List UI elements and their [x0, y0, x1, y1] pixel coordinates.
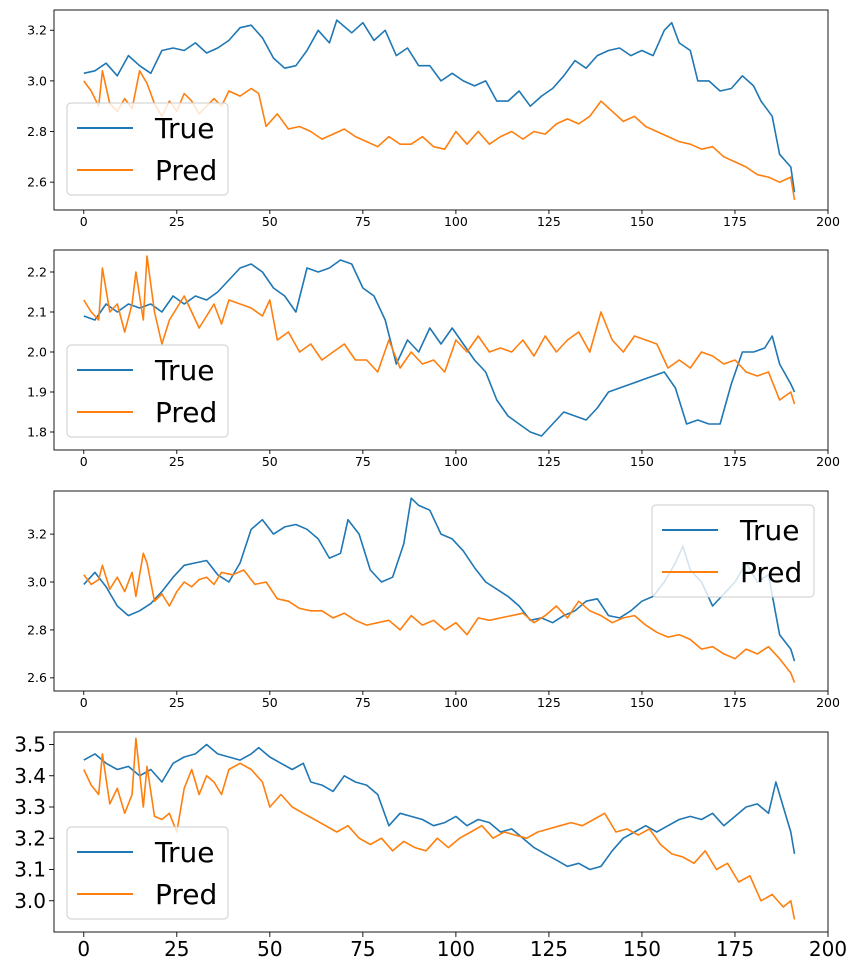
legend: True Pred	[66, 102, 229, 196]
x-tick-label: 150	[630, 454, 654, 469]
x-tick-label: 175	[723, 214, 747, 229]
x-tick-label: 50	[262, 214, 278, 229]
series-line-pred	[83, 255, 796, 405]
y-tick-label: 1.8	[27, 424, 47, 439]
x-tick-label: 150	[630, 695, 654, 710]
x-tick-label: 125	[530, 937, 568, 961]
x-tick-label: 200	[816, 214, 840, 229]
legend-label-true: True	[154, 836, 214, 869]
chart-panel-2: 0 25 50 75 100 125 150 175 200 1.8 1.9 2.0 2.1 2.2 Tru…	[27, 249, 840, 469]
y-tick-label: 3.5	[14, 733, 46, 757]
plot-frame	[53, 249, 829, 451]
y-tick-label: 2.8	[27, 622, 47, 637]
y-tick-label: 2.6	[27, 175, 47, 190]
x-tick-label: 0	[77, 937, 90, 961]
y-tick-label: 2.8	[27, 124, 47, 139]
x-tick-label: 200	[816, 695, 840, 710]
x-tick-label: 100	[444, 214, 468, 229]
y-tick-label: 3.1	[14, 858, 46, 882]
series-line-pred	[83, 552, 796, 683]
series-line-true	[83, 259, 796, 437]
x-tick-label: 100	[444, 695, 468, 710]
legend: True Pred	[651, 504, 815, 598]
y-tick-label: 3.4	[14, 764, 46, 788]
x-tick-label: 75	[350, 937, 375, 961]
x-tick-label: 25	[169, 695, 185, 710]
y-tick-label: 2.6	[27, 670, 47, 685]
x-tick-label: 175	[716, 937, 754, 961]
legend: True Pred	[66, 826, 229, 920]
x-tick-label: 75	[355, 454, 371, 469]
legend-label-true: True	[739, 514, 799, 547]
x-tick-label: 50	[262, 695, 278, 710]
y-tick-label: 3.2	[27, 526, 47, 541]
y-tick-label: 3.0	[27, 574, 47, 589]
x-tick-label: 200	[816, 454, 840, 469]
legend-label-pred: Pred	[155, 878, 217, 911]
legend-label-true: True	[154, 354, 214, 387]
x-tick-label: 75	[355, 695, 371, 710]
x-tick-label: 125	[537, 695, 561, 710]
x-tick-label: 25	[169, 214, 185, 229]
chart-panel-1: 0 25 50 75 100 125 150 175 200 2.6 2.8 3.0 3.2 True Pr…	[27, 9, 840, 229]
legend-label-pred: Pred	[155, 154, 217, 187]
x-tick-label: 50	[262, 454, 278, 469]
x-tick-label: 125	[537, 454, 561, 469]
x-tick-label: 25	[169, 454, 185, 469]
x-tick-label: 150	[623, 937, 661, 961]
series-line-true	[83, 19, 796, 193]
legend-box	[66, 344, 229, 438]
legend-box	[651, 504, 815, 598]
x-tick-label: 175	[723, 454, 747, 469]
y-tick-label: 2.1	[27, 304, 47, 319]
x-tick-label: 125	[537, 214, 561, 229]
x-tick-label: 150	[630, 214, 654, 229]
chart-panel-3: 0 25 50 75 100 125 150 175 200 2.6 2.8 3.0 3.2 True Pr…	[27, 490, 840, 710]
legend: True Pred	[66, 344, 229, 438]
y-tick-label: 3.3	[14, 795, 46, 819]
x-tick-label: 50	[257, 937, 282, 961]
x-tick-label: 200	[809, 937, 847, 961]
y-tick-label: 3.0	[27, 73, 47, 88]
x-tick-label: 0	[80, 695, 88, 710]
x-tick-label: 175	[723, 695, 747, 710]
series-line-pred	[83, 737, 796, 920]
plot-frame	[53, 731, 829, 933]
plot-frame	[53, 9, 829, 211]
x-tick-label: 0	[80, 214, 88, 229]
plot-frame	[53, 490, 829, 692]
series-line-true	[83, 743, 796, 871]
legend-box	[66, 826, 229, 920]
y-tick-label: 1.9	[27, 384, 47, 399]
legend-box	[66, 102, 229, 196]
y-tick-label: 3.2	[27, 23, 47, 38]
y-tick-label: 2.0	[27, 344, 47, 359]
x-tick-label: 75	[355, 214, 371, 229]
legend-label-pred: Pred	[740, 556, 802, 589]
x-tick-label: 100	[437, 937, 475, 961]
series-line-pred	[83, 70, 796, 201]
legend-label-true: True	[154, 112, 214, 145]
chart-panel-4: 0 25 50 75 100 125 150 175 200 3.0 3.1 3.2 3.3 3.4 3.5…	[14, 731, 847, 961]
x-tick-label: 100	[444, 454, 468, 469]
legend-label-pred: Pred	[155, 396, 217, 429]
y-tick-label: 2.2	[27, 264, 47, 279]
y-tick-label: 3.0	[14, 889, 46, 913]
y-tick-label: 3.2	[14, 826, 46, 850]
x-tick-label: 25	[164, 937, 189, 961]
x-tick-label: 0	[80, 454, 88, 469]
